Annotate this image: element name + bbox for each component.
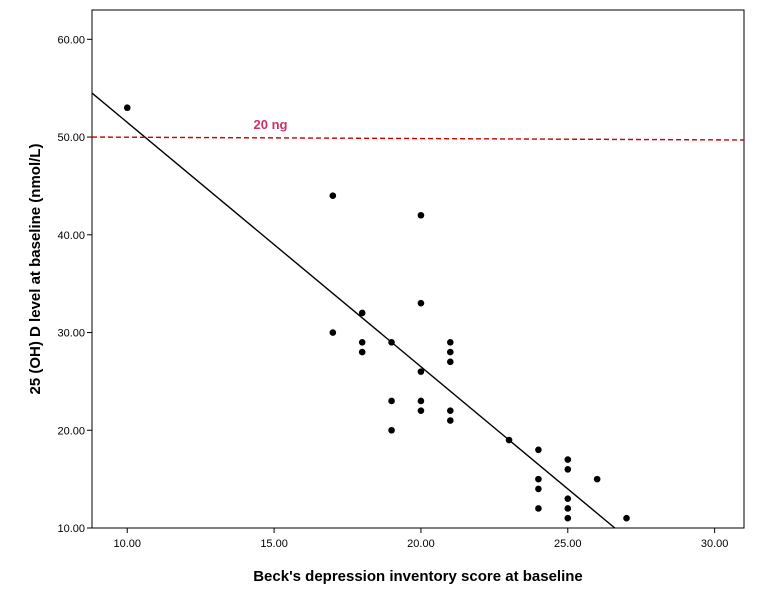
data-point [417,299,425,307]
data-point [358,309,366,317]
data-point [417,368,425,375]
x-axis: 10.00 15.00 20.00 25.00 30.00 [113,528,728,550]
data-points [123,104,630,522]
data-point [388,397,395,405]
y-tick-label: 50.00 [57,132,85,144]
data-point [358,348,366,356]
data-point [388,426,395,434]
x-tick-label: 15.00 [260,538,288,550]
x-tick-label: 30.00 [701,538,729,550]
data-point [417,407,425,415]
data-point [329,192,337,199]
data-point [447,407,454,415]
data-point [564,456,572,463]
x-axis-title: Beck's depression inventory score at bas… [253,568,583,585]
data-point [564,514,572,522]
data-point [564,466,572,473]
data-point [447,358,454,366]
y-tick-label: 30.00 [57,328,85,340]
x-tick-label: 25.00 [554,538,582,550]
y-tick-label: 20.00 [57,425,85,437]
data-point [447,348,454,356]
data-point [564,505,572,512]
data-point [535,505,542,512]
y-tick-label: 40.00 [57,230,85,242]
data-point [417,397,425,405]
y-axis-title: 25 (OH) D level at baseline (nmol/L) [27,144,44,395]
y-axis: 10.00 20.00 30.00 40.00 50.00 60.00 [57,34,92,535]
data-point [447,417,454,424]
data-point [358,339,366,346]
data-point [593,475,601,483]
data-point [123,104,131,112]
y-tick-label: 60.00 [57,34,85,46]
x-tick-label: 10.00 [113,538,141,550]
data-point [417,211,425,219]
y-tick-label: 10.00 [57,523,85,535]
plot-area [91,9,745,529]
data-point [535,485,542,493]
data-point [623,514,630,522]
data-point [564,495,572,502]
data-point [535,475,542,483]
data-point [329,329,337,336]
reference-line-label: 20 ng [254,117,288,132]
reference-line-20ng [91,136,745,141]
data-point [447,339,454,346]
regression-line [91,92,616,529]
x-tick-label: 20.00 [407,538,435,550]
data-point [535,446,542,454]
